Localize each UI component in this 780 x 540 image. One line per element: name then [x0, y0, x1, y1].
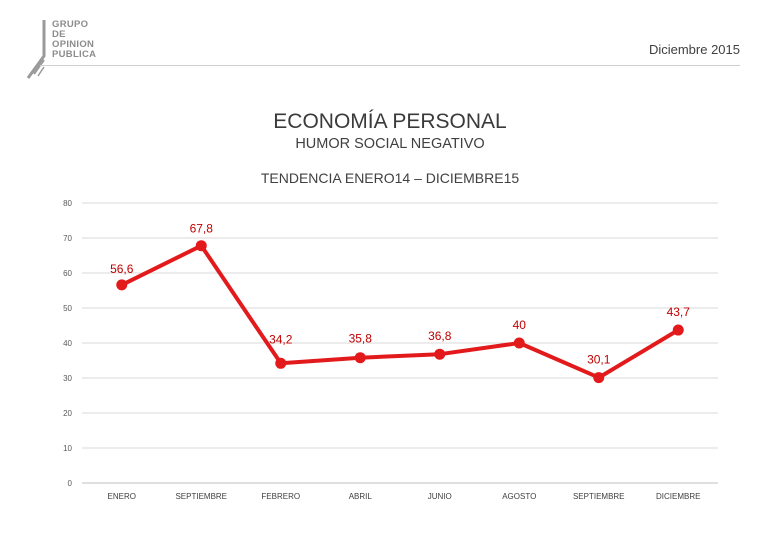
y-tick-label: 30: [63, 374, 72, 383]
x-tick-label: FEBRERO: [261, 492, 300, 501]
x-tick-label: AGOSTO: [502, 492, 536, 501]
chart-title: ECONOMÍA PERSONAL: [273, 110, 507, 133]
data-point: [275, 357, 287, 369]
y-tick-label: 60: [63, 269, 72, 278]
data-label: 40: [513, 318, 527, 332]
chart-subtitle: HUMOR SOCIAL NEGATIVO: [295, 136, 485, 152]
data-point: [513, 337, 525, 349]
x-tick-label: SEPTIEMBRE: [573, 492, 625, 501]
y-tick-label: 80: [63, 199, 72, 208]
data-point: [672, 324, 684, 336]
data-point: [354, 352, 366, 364]
data-point: [593, 372, 605, 384]
x-tick-label: JUNIO: [428, 492, 452, 501]
y-tick-label: 10: [63, 444, 72, 453]
y-tick-label: 20: [63, 409, 72, 418]
report-date: Diciembre 2015: [648, 42, 740, 57]
data-point: [434, 348, 446, 360]
data-label: 36,8: [428, 329, 452, 343]
data-point: [195, 240, 207, 252]
data-label: 43,7: [667, 305, 691, 319]
x-tick-label: SEPTIEMBRE: [175, 492, 227, 501]
chart-period: TENDENCIA ENERO14 – DICIEMBRE15: [260, 170, 520, 186]
data-label: 30,1: [587, 353, 611, 367]
x-tick-label: ENERO: [108, 492, 136, 501]
header-divider: [40, 65, 740, 66]
data-label: 56,6: [110, 262, 134, 276]
y-tick-label: 70: [63, 234, 72, 243]
x-tick-label: DICIEMBRE: [656, 492, 700, 501]
series-line: [120, 243, 680, 380]
data-point: [116, 279, 128, 291]
data-label: 67,8: [190, 222, 214, 236]
x-tick-label: ABRIL: [349, 492, 373, 501]
logo-mark: [26, 20, 46, 79]
y-tick-label: 50: [63, 304, 72, 313]
data-label: 34,2: [269, 332, 293, 346]
y-tick-label: 40: [63, 339, 72, 348]
logo-text: GRUPO DE OPINION PUBLICA: [52, 19, 97, 60]
y-tick-label: 0: [68, 479, 73, 488]
data-label: 35,8: [349, 332, 373, 346]
